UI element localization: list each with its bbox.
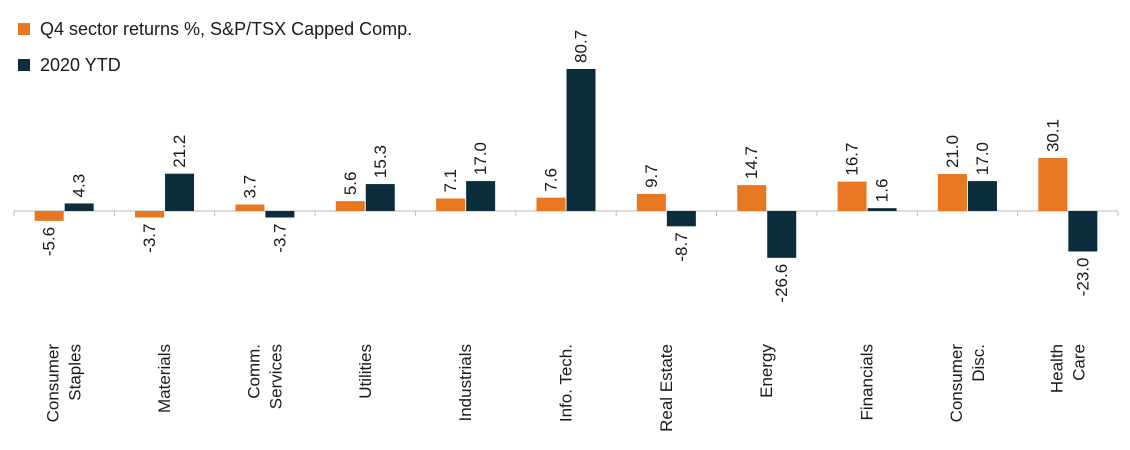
legend-swatch-q4 bbox=[18, 23, 30, 35]
category-label: Utilities bbox=[356, 344, 375, 399]
category-label: Care bbox=[1069, 344, 1088, 381]
bar-ytd bbox=[365, 184, 395, 211]
data-label-q4: 16.7 bbox=[843, 143, 862, 176]
data-label-ytd: 4.3 bbox=[70, 174, 89, 198]
legend-item-ytd: 2020 YTD bbox=[18, 54, 412, 76]
legend-item-q4: Q4 sector returns %, S&P/TSX Capped Comp… bbox=[18, 18, 412, 40]
bar-q4 bbox=[837, 181, 867, 211]
bar-ytd bbox=[265, 211, 295, 218]
category-label: Energy bbox=[757, 344, 776, 398]
category-label: Health bbox=[1047, 344, 1066, 393]
bar-q4 bbox=[335, 201, 365, 211]
bar-q4 bbox=[636, 193, 666, 211]
category-label: Comm. bbox=[244, 344, 263, 399]
category-label: Consumer bbox=[44, 344, 63, 423]
legend: Q4 sector returns %, S&P/TSX Capped Comp… bbox=[18, 18, 412, 90]
data-label-q4: 5.6 bbox=[341, 172, 360, 196]
bar-ytd bbox=[64, 203, 94, 211]
bar-q4 bbox=[235, 204, 265, 211]
data-label-q4: 9.7 bbox=[642, 164, 661, 188]
data-label-ytd: -8.7 bbox=[672, 232, 691, 261]
category-label: Staples bbox=[66, 344, 85, 401]
data-label-q4: 21.0 bbox=[943, 135, 962, 168]
data-label-q4: 14.7 bbox=[742, 146, 761, 179]
bar-q4 bbox=[135, 211, 165, 218]
legend-swatch-ytd bbox=[18, 59, 30, 71]
data-label-ytd: 80.7 bbox=[572, 30, 591, 63]
bar-q4 bbox=[737, 185, 767, 211]
category-label: Financials bbox=[858, 344, 877, 421]
bar-ytd bbox=[1068, 211, 1098, 252]
category-label: Real Estate bbox=[657, 344, 676, 432]
category-label: Services bbox=[266, 344, 285, 409]
data-label-q4: 3.7 bbox=[240, 175, 259, 199]
bar-q4 bbox=[1038, 158, 1068, 211]
bar-ytd bbox=[867, 208, 897, 211]
bar-q4 bbox=[436, 198, 466, 211]
bar-ytd bbox=[466, 181, 496, 211]
data-label-ytd: -23.0 bbox=[1073, 257, 1092, 296]
category-label: Info. Tech. bbox=[557, 344, 576, 422]
data-label-ytd: 17.0 bbox=[471, 142, 490, 175]
data-label-q4: -3.7 bbox=[140, 224, 159, 253]
category-label: Industrials bbox=[456, 344, 475, 421]
data-label-q4: 7.1 bbox=[441, 169, 460, 193]
category-label: Materials bbox=[155, 344, 174, 413]
data-label-ytd: 21.2 bbox=[170, 135, 189, 168]
data-label-ytd: 15.3 bbox=[371, 145, 390, 178]
bar-ytd bbox=[767, 211, 797, 258]
data-label-q4: 7.6 bbox=[542, 168, 561, 192]
legend-label-q4: Q4 sector returns %, S&P/TSX Capped Comp… bbox=[40, 18, 413, 39]
category-label: Consumer bbox=[947, 344, 966, 423]
bar-ytd bbox=[566, 68, 596, 211]
data-label-ytd: 17.0 bbox=[973, 142, 992, 175]
bar-ytd bbox=[967, 181, 997, 211]
data-label-ytd: -26.6 bbox=[772, 264, 791, 303]
bar-ytd bbox=[666, 211, 696, 227]
data-label-q4: 30.1 bbox=[1043, 119, 1062, 152]
bar-q4 bbox=[34, 211, 64, 221]
bar-ytd bbox=[165, 173, 195, 211]
bar-q4 bbox=[536, 197, 566, 211]
legend-label-ytd: 2020 YTD bbox=[40, 54, 121, 75]
data-label-q4: -5.6 bbox=[40, 227, 59, 256]
category-label: Disc. bbox=[969, 344, 988, 382]
data-label-ytd: -3.7 bbox=[270, 224, 289, 253]
bar-q4 bbox=[937, 174, 967, 211]
data-label-ytd: 1.6 bbox=[873, 179, 892, 203]
